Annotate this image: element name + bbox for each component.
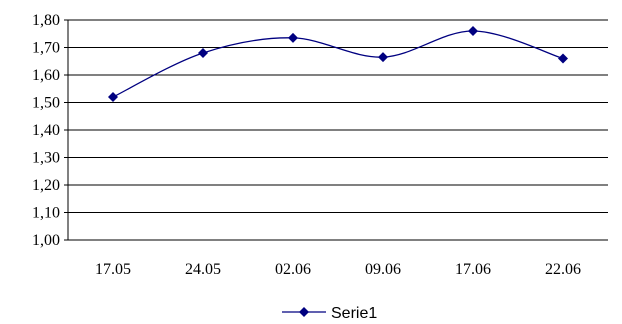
data-point	[198, 48, 208, 58]
data-point	[378, 52, 388, 63]
y-tick-label: 1,70	[32, 40, 60, 57]
y-tick-label: 1,50	[32, 95, 60, 112]
x-tick-label: 22.06	[545, 261, 581, 278]
x-tick-label: 17.06	[455, 261, 491, 278]
data-point	[558, 53, 568, 64]
y-tick-label: 1,30	[32, 150, 60, 167]
data-point	[108, 92, 118, 102]
y-tick-label: 1,00	[32, 232, 60, 249]
y-tick-label: 1,40	[32, 122, 60, 139]
y-axis-ticks: 1,00 1,10 1,20 1,30 1,40 1,50 1,60 1,70 1,80	[32, 12, 60, 249]
data-point	[288, 32, 298, 43]
series-layer	[108, 26, 568, 102]
y-tick-label: 1,20	[32, 177, 60, 194]
y-tick-label: 1,60	[32, 67, 60, 84]
y-tick-label: 1,10	[32, 205, 60, 222]
y-tick-label: 1,80	[32, 12, 60, 29]
x-tick-label: 09.06	[365, 261, 401, 278]
legend-marker	[299, 307, 309, 317]
data-point	[468, 26, 478, 36]
legend-label: Serie1	[331, 305, 377, 322]
x-tick-label: 17.05	[95, 261, 131, 278]
x-tick-label: 02.06	[275, 261, 311, 278]
x-tick-label: 24.05	[185, 261, 221, 278]
series-line	[112, 30, 564, 98]
x-axis-ticks: 17.05 24.05 02.06 09.06 17.06 22.06	[95, 261, 581, 278]
gridlines	[64, 19, 608, 241]
legend: Serie1	[282, 305, 377, 322]
